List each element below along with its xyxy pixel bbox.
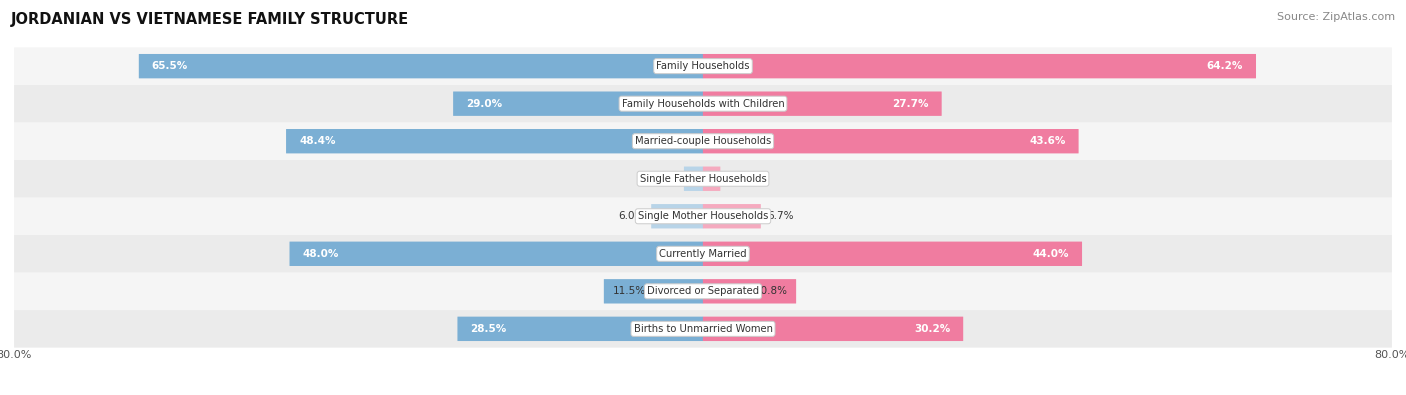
Text: 48.4%: 48.4% <box>299 136 336 146</box>
FancyBboxPatch shape <box>651 204 703 228</box>
FancyBboxPatch shape <box>683 167 703 191</box>
FancyBboxPatch shape <box>14 122 1392 160</box>
Text: 30.2%: 30.2% <box>914 324 950 334</box>
FancyBboxPatch shape <box>14 198 1392 235</box>
FancyBboxPatch shape <box>14 85 1392 122</box>
Text: Family Households with Children: Family Households with Children <box>621 99 785 109</box>
FancyBboxPatch shape <box>703 129 1078 153</box>
Text: 43.6%: 43.6% <box>1029 136 1066 146</box>
FancyBboxPatch shape <box>285 129 703 153</box>
Text: 28.5%: 28.5% <box>471 324 506 334</box>
Text: 64.2%: 64.2% <box>1206 61 1243 71</box>
FancyBboxPatch shape <box>703 54 1256 78</box>
Text: Single Father Households: Single Father Households <box>640 174 766 184</box>
Text: 2.0%: 2.0% <box>727 174 754 184</box>
FancyBboxPatch shape <box>14 310 1392 348</box>
Text: 27.7%: 27.7% <box>893 99 928 109</box>
Text: 48.0%: 48.0% <box>302 249 339 259</box>
FancyBboxPatch shape <box>457 317 703 341</box>
Text: 65.5%: 65.5% <box>152 61 188 71</box>
FancyBboxPatch shape <box>603 279 703 303</box>
FancyBboxPatch shape <box>139 54 703 78</box>
FancyBboxPatch shape <box>703 167 720 191</box>
FancyBboxPatch shape <box>703 279 796 303</box>
FancyBboxPatch shape <box>703 242 1083 266</box>
FancyBboxPatch shape <box>703 317 963 341</box>
FancyBboxPatch shape <box>453 92 703 116</box>
FancyBboxPatch shape <box>14 273 1392 310</box>
Text: Births to Unmarried Women: Births to Unmarried Women <box>634 324 772 334</box>
Text: JORDANIAN VS VIETNAMESE FAMILY STRUCTURE: JORDANIAN VS VIETNAMESE FAMILY STRUCTURE <box>11 12 409 27</box>
FancyBboxPatch shape <box>14 235 1392 273</box>
Text: Single Mother Households: Single Mother Households <box>638 211 768 221</box>
FancyBboxPatch shape <box>14 47 1392 85</box>
Text: Married-couple Households: Married-couple Households <box>636 136 770 146</box>
FancyBboxPatch shape <box>14 160 1392 198</box>
Text: 44.0%: 44.0% <box>1032 249 1069 259</box>
Text: 29.0%: 29.0% <box>467 99 502 109</box>
Text: Currently Married: Currently Married <box>659 249 747 259</box>
FancyBboxPatch shape <box>703 92 942 116</box>
Text: 6.7%: 6.7% <box>768 211 794 221</box>
Text: 11.5%: 11.5% <box>613 286 645 296</box>
FancyBboxPatch shape <box>703 204 761 228</box>
Text: 2.2%: 2.2% <box>651 174 678 184</box>
Text: 6.0%: 6.0% <box>619 211 644 221</box>
Text: Source: ZipAtlas.com: Source: ZipAtlas.com <box>1277 12 1395 22</box>
Text: Divorced or Separated: Divorced or Separated <box>647 286 759 296</box>
Text: 10.8%: 10.8% <box>755 286 787 296</box>
FancyBboxPatch shape <box>290 242 703 266</box>
Text: Family Households: Family Households <box>657 61 749 71</box>
